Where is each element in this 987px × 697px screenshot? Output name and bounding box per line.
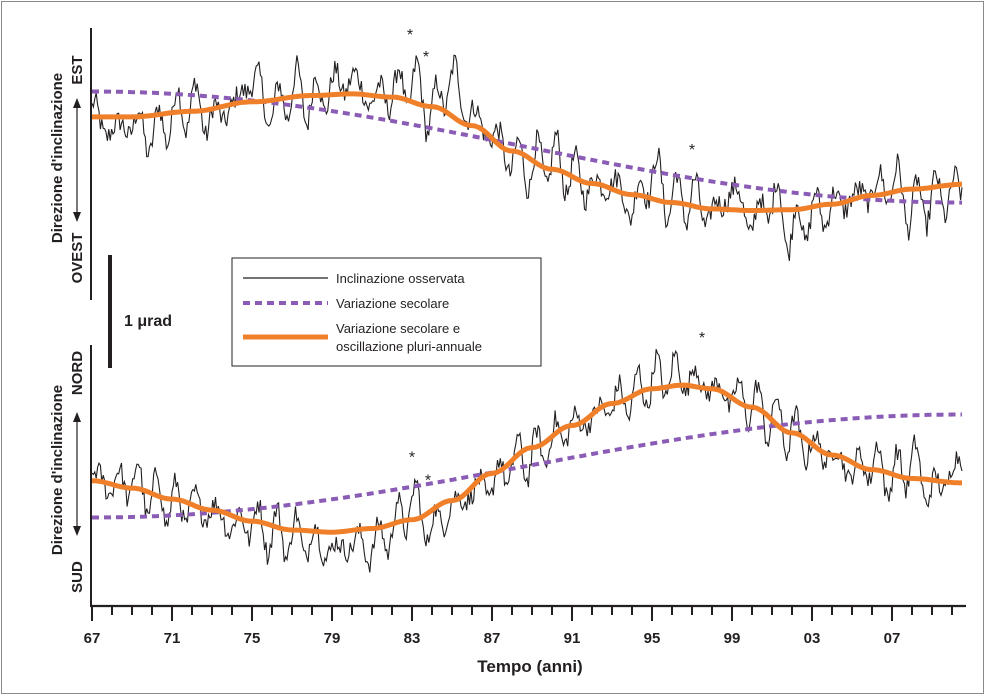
- x-tick-label: 75: [244, 630, 261, 647]
- legend-observed-label: Inclinazione osservata: [336, 271, 465, 286]
- observed-tilt-line: [91, 349, 963, 573]
- top-label-nord: NORD: [69, 351, 86, 395]
- secular-oscillation-line: [92, 91, 963, 213]
- observed-tilt-line: [91, 54, 963, 261]
- x-tick-label: 71: [164, 630, 181, 647]
- x-tick-label: 91: [564, 630, 581, 647]
- secular-variation-line: [92, 412, 962, 520]
- top-panel-y-axis-title: Direzione d'inclinazione EST OVEST: [49, 55, 86, 283]
- legend-box: [231, 257, 542, 367]
- legend-secular-label: Variazione secolare: [336, 296, 449, 311]
- secular-oscillation-line: [91, 382, 963, 535]
- bottom-panel-y-axis-title: Direzione d'inclinazione NORD SUD: [49, 351, 86, 593]
- x-tick-label: 95: [644, 630, 661, 647]
- annotation-asterisk: *: [699, 330, 705, 347]
- x-tick-label: 99: [724, 630, 741, 647]
- x-ticks: 67 71 75 79 83 87 91 95 99 03 07: [84, 606, 953, 647]
- bottom-ylabel: Direzione d'inclinazione: [49, 385, 66, 555]
- legend: Inclinazione osservata Variazione secola…: [231, 257, 542, 367]
- bottom-label-ovest: OVEST: [69, 233, 86, 284]
- annotation-asterisk: *: [425, 473, 431, 490]
- x-tick-label: 67: [84, 630, 101, 647]
- arrow-up-icon: [73, 98, 81, 108]
- x-tick-label: 79: [324, 630, 341, 647]
- bottom-label-sud: SUD: [69, 561, 86, 593]
- x-tick-label: 07: [884, 630, 901, 647]
- x-tick-label: 87: [484, 630, 501, 647]
- x-tick-label: 03: [804, 630, 821, 647]
- scale-bar-label: 1 μrad: [124, 313, 172, 330]
- legend-oscillation-label-1: Variazione secolare e: [336, 321, 460, 336]
- x-axis-title: Tempo (anni): [477, 657, 582, 676]
- top-ylabel: Direzione d'inclinazione: [49, 73, 66, 243]
- annotation-asterisk: *: [689, 142, 695, 159]
- arrow-down-icon: [73, 526, 81, 536]
- north-south-panel: * * *: [91, 330, 963, 573]
- annotation-asterisk: *: [409, 449, 415, 466]
- arrow-down-icon: [73, 212, 81, 222]
- arrow-up-icon: [73, 412, 81, 422]
- secular-variation-line: [92, 89, 962, 205]
- annotation-asterisk: *: [423, 49, 429, 66]
- top-label-est: EST: [69, 55, 86, 84]
- legend-oscillation-label-2: oscillazione pluri-annuale: [336, 339, 482, 354]
- east-west-panel: * * *: [91, 27, 963, 261]
- annotation-asterisk: *: [407, 27, 413, 44]
- x-tick-label: 83: [404, 630, 421, 647]
